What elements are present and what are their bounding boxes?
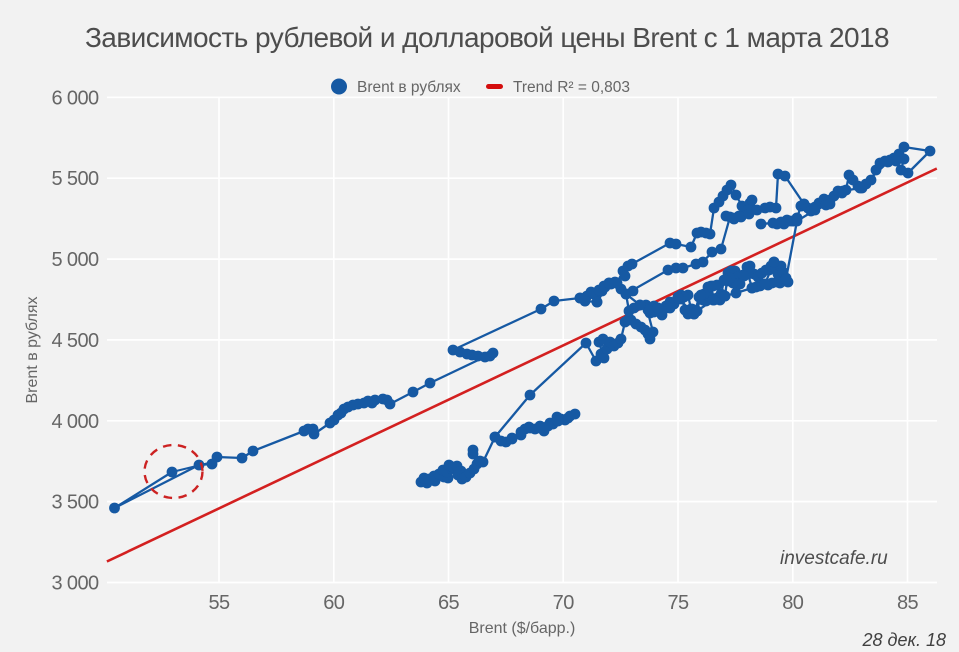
svg-text:80: 80 xyxy=(782,592,804,614)
svg-text:5 500: 5 500 xyxy=(51,168,99,190)
svg-text:Trend R² = 0,803: Trend R² = 0,803 xyxy=(513,79,630,96)
svg-text:65: 65 xyxy=(438,592,460,614)
svg-text:Brent в рублях: Brent в рублях xyxy=(24,297,41,404)
svg-text:70: 70 xyxy=(553,592,575,614)
svg-text:5 000: 5 000 xyxy=(51,249,99,271)
svg-text:75: 75 xyxy=(667,592,689,614)
svg-text:4 500: 4 500 xyxy=(51,330,99,352)
svg-text:85: 85 xyxy=(897,592,919,614)
svg-text:55: 55 xyxy=(208,592,230,614)
svg-text:investcafe.ru: investcafe.ru xyxy=(780,548,888,569)
svg-text:4 000: 4 000 xyxy=(51,411,99,433)
svg-text:28 дек. 18: 28 дек. 18 xyxy=(861,630,946,650)
svg-text:6 000: 6 000 xyxy=(51,87,99,109)
svg-text:Зависимость рублевой и долларо: Зависимость рублевой и долларовой цены B… xyxy=(85,22,889,53)
svg-text:Brent в рублях: Brent в рублях xyxy=(357,79,461,96)
svg-text:Brent ($/барр.): Brent ($/барр.) xyxy=(469,620,576,637)
svg-text:3 500: 3 500 xyxy=(51,492,99,514)
svg-text:60: 60 xyxy=(323,592,345,614)
svg-text:3 000: 3 000 xyxy=(51,573,99,595)
